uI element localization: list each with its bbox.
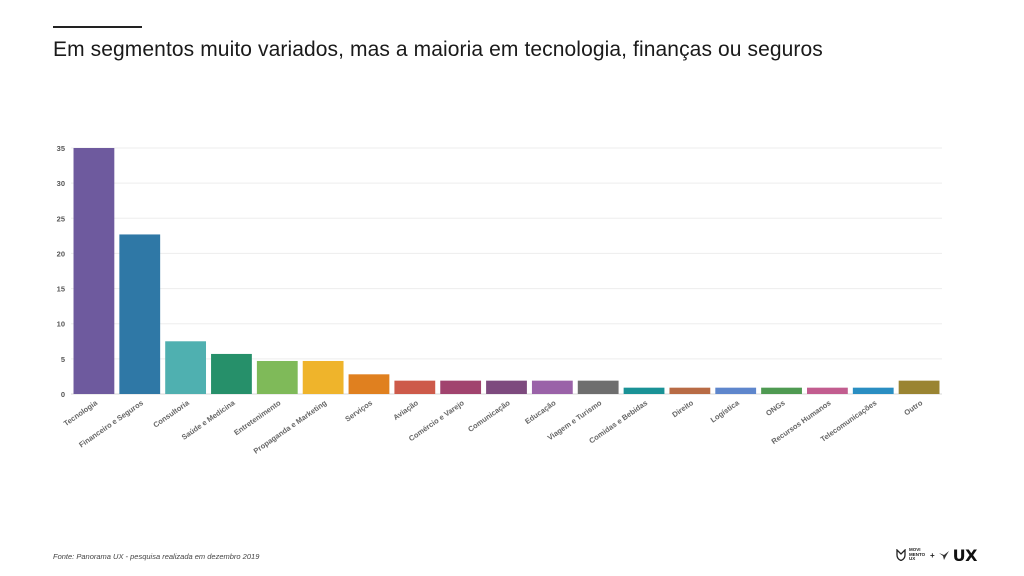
x-tick-label: Educação	[523, 398, 558, 426]
source-note: Fonte: Panorama UX - pesquisa realizada …	[53, 552, 260, 561]
logo-text-line-2: MENTO	[909, 551, 926, 557]
bar	[119, 234, 161, 394]
bar	[73, 148, 115, 394]
y-tick-label: 25	[57, 214, 65, 223]
y-axis-ticks: 0 5 10 15 20 25 30 35	[57, 144, 65, 399]
page-title: Em segmentos muito variados, mas a maior…	[53, 38, 823, 61]
y-tick-label: 0	[61, 390, 65, 399]
bar	[486, 380, 527, 394]
x-tick-label: Consultoria	[151, 398, 191, 430]
x-tick-label: Propaganda e Marketing	[252, 398, 329, 456]
movimento-ux-shield-icon	[896, 549, 906, 561]
y-tick-label: 15	[57, 285, 65, 294]
chart-bars	[73, 148, 940, 394]
bar	[577, 380, 619, 394]
x-tick-label: Outro	[902, 398, 924, 417]
y-tick-label: 35	[57, 144, 65, 153]
x-tick-label: ONGs	[764, 398, 787, 418]
y-tick-label: 5	[61, 355, 65, 364]
bar	[807, 387, 848, 394]
x-tick-label: Direito	[670, 398, 695, 419]
bar	[211, 353, 252, 394]
bar	[852, 387, 894, 394]
x-tick-label: Comunicação	[466, 398, 512, 434]
bar	[623, 387, 665, 394]
x-tick-label: Aviação	[391, 398, 420, 422]
logo-text-line-1: MOVI	[909, 547, 921, 553]
bar	[348, 374, 390, 394]
logo-text-line-3: UX	[909, 556, 916, 562]
bar	[761, 387, 802, 394]
ux-logo-text: UX	[952, 545, 978, 565]
logo-plus-sign: +	[930, 550, 935, 560]
y-tick-label: 30	[57, 179, 65, 188]
brand-logos: MOVI MENTO UX + UX	[896, 545, 978, 565]
title-top-rule	[53, 26, 142, 28]
bar	[440, 380, 482, 394]
bar	[531, 380, 573, 394]
bar	[302, 360, 344, 394]
bar	[256, 360, 298, 394]
y-tick-label: 20	[57, 249, 65, 258]
bar	[165, 341, 207, 394]
bar	[898, 380, 940, 394]
bar	[715, 387, 757, 394]
hummingbird-icon	[938, 551, 949, 560]
bar	[669, 387, 711, 394]
movimento-ux-logo-text: MOVI MENTO UX	[909, 547, 927, 562]
y-tick-label: 10	[57, 320, 65, 329]
x-tick-label: Tecnologia	[62, 398, 100, 428]
x-tick-label: Serviços	[343, 398, 374, 423]
bar	[394, 380, 436, 394]
x-tick-label: Logística	[709, 398, 742, 425]
